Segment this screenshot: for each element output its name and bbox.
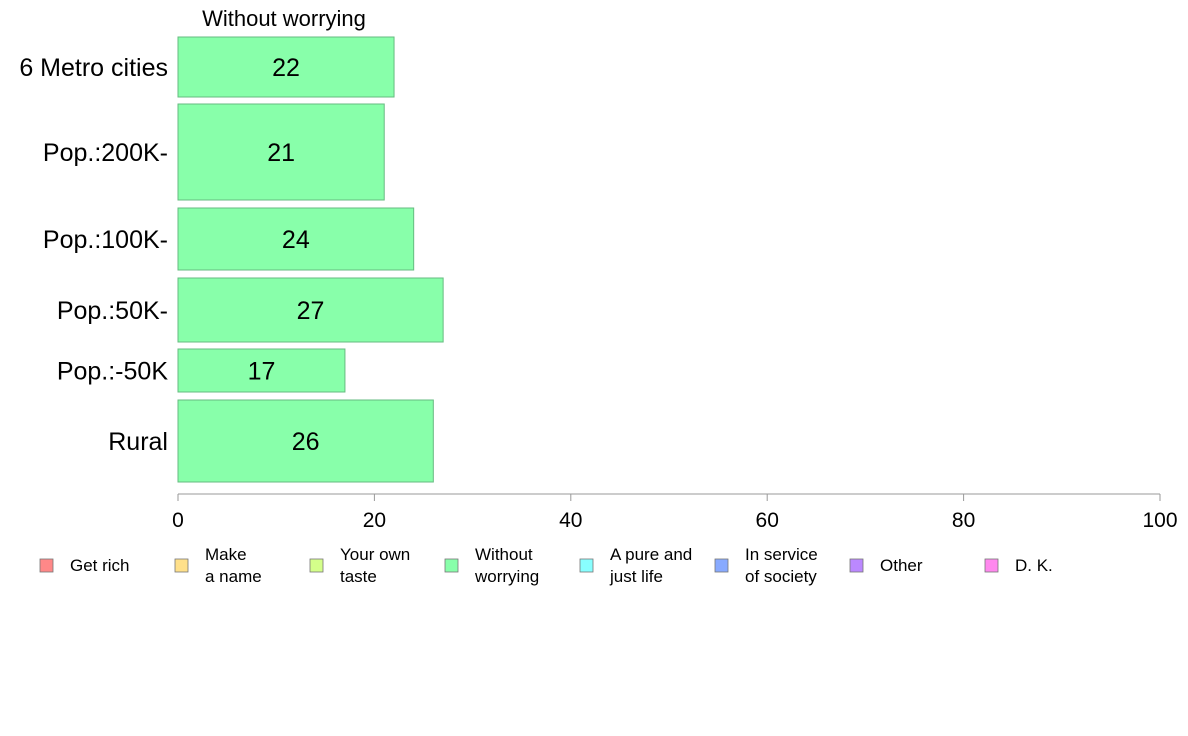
bar [177,348,346,393]
x-tick-label: 0 [172,509,184,532]
legend-swatch [984,558,999,573]
x-tick-label: 40 [559,509,582,532]
x-tick-label: 60 [756,509,779,532]
legend-label: worrying [474,567,539,586]
legend-swatch [444,558,459,573]
x-tick-label: 20 [363,509,386,532]
legend-item: Without worrying [444,545,539,586]
bar-row: 24 Pop.:100K- [43,207,415,271]
category-label: Pop.:-50K [57,358,169,386]
legend-label: Get rich [70,556,130,575]
legend: Get rich Make a name Your own taste Without wo… [39,545,1053,586]
legend-item: A pure and just life [579,545,692,586]
legend-label: Your own [340,545,410,564]
bar [177,36,395,98]
category-label: 6 Metro cities [19,54,168,82]
x-tick-label: 100 [1142,509,1177,532]
category-label: Pop.:100K- [43,226,168,254]
legend-item: Your own taste [309,545,410,586]
x-tick-label: 80 [952,509,975,532]
legend-label: A pure and [610,545,692,564]
legend-label: Other [880,556,923,575]
bar-row: 17 Pop.:-50K [57,348,346,393]
legend-item: Other [849,556,923,575]
legend-label: taste [340,567,377,586]
legend-item: Get rich [39,556,130,575]
legend-label: In service [745,545,818,564]
legend-item: In service of society [714,545,818,586]
legend-swatch [309,558,324,573]
chart-title: Without worrying [202,6,366,31]
category-label: Pop.:200K- [43,139,168,167]
legend-label: Make [205,545,247,564]
bar [177,207,415,271]
bar [177,277,444,343]
bar-value-label: 27 [297,297,325,325]
legend-swatch [849,558,864,573]
bar-value-label: 26 [292,428,320,456]
category-label: Rural [108,428,168,456]
x-axis: 0 20 40 60 80 100 [172,493,1178,532]
bar-value-label: 17 [248,358,276,386]
legend-swatch [714,558,729,573]
bar-row: 26 Rural [108,399,434,483]
legend-swatch [174,558,189,573]
legend-swatch [579,558,594,573]
bar-value-label: 22 [272,54,300,82]
bar [177,103,385,201]
legend-swatch [39,558,54,573]
legend-label: just life [609,567,663,586]
bar-value-label: 24 [282,226,310,254]
legend-label: of society [745,567,817,586]
legend-label: a name [205,567,262,586]
bar-value-label: 21 [267,139,295,167]
legend-label: Without [475,545,533,564]
category-label: Pop.:50K- [57,297,168,325]
bar-row: 22 6 Metro cities [19,36,395,98]
bar-row: 21 Pop.:200K- [43,103,385,201]
bar [177,399,434,483]
legend-item: D. K. [984,556,1053,575]
legend-item: Make a name [174,545,262,586]
bars-group: 22 6 Metro cities 21 Pop.:200K- 24 Pop.:100K-… [19,36,444,483]
bar-row: 27 Pop.:50K- [57,277,444,343]
legend-label: D. K. [1015,556,1053,575]
